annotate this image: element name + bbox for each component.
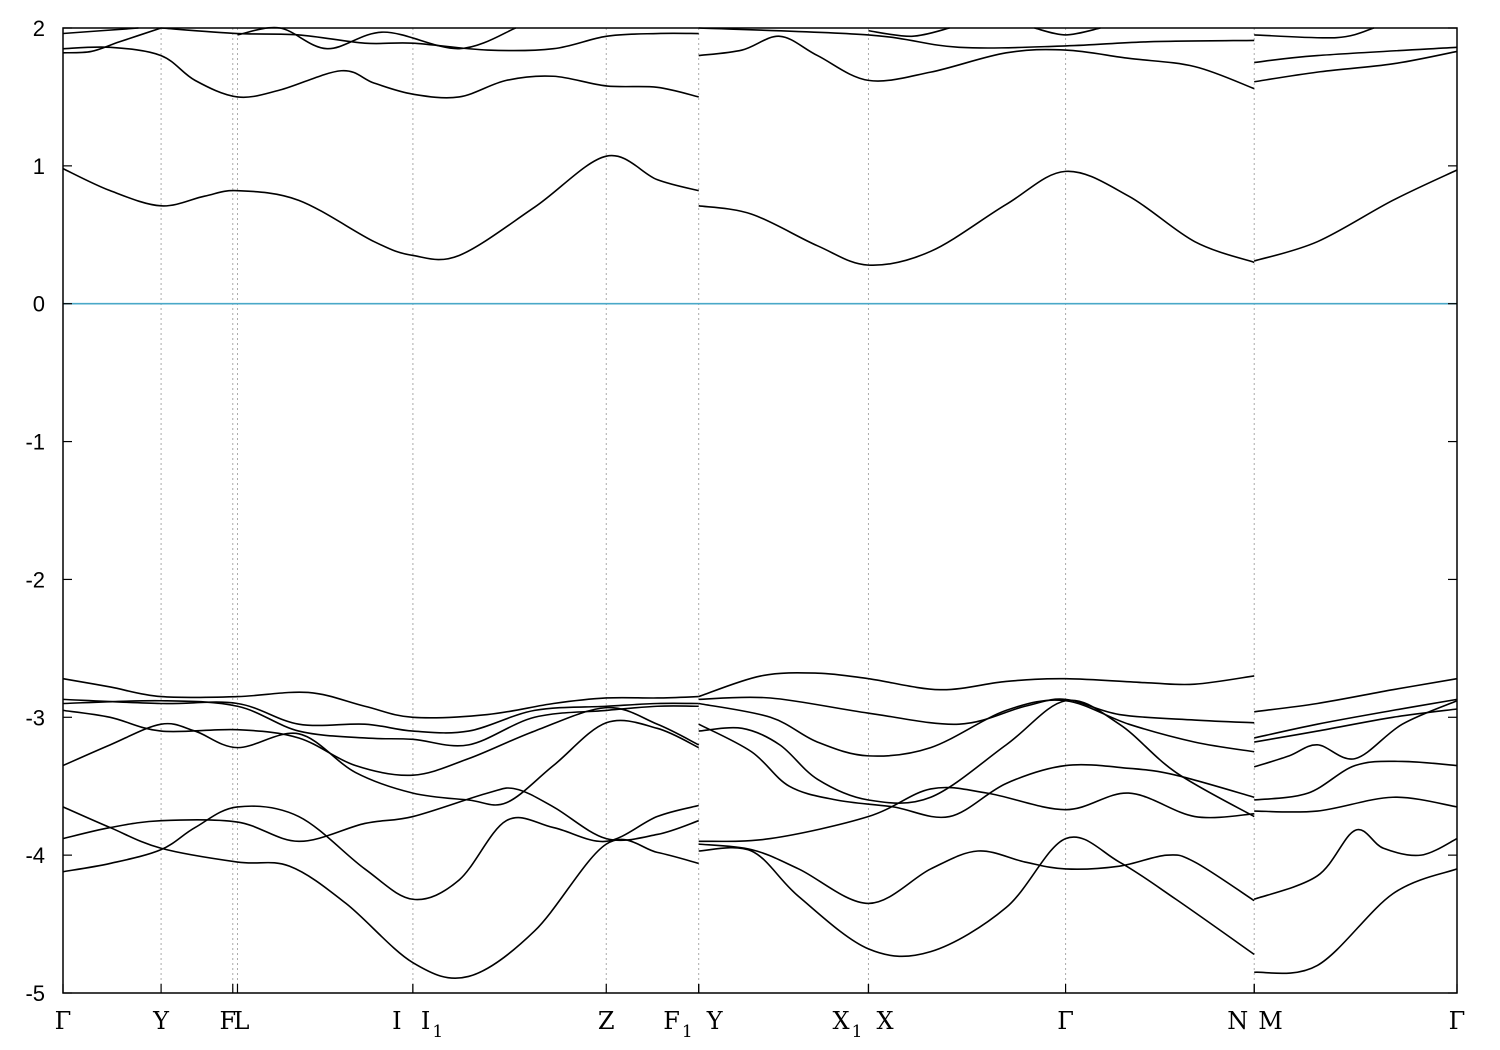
band-line-17 [698,672,1255,698]
band-line-3 [1253,169,1458,262]
band-line-27 [1253,700,1458,768]
kpoint-label: Y [706,1007,724,1035]
y-tick-label: 0 [33,292,45,317]
y-tick-label: -5 [25,981,45,1006]
band-line-37 [62,787,699,843]
band-line-15 [1254,27,1375,39]
y-tick-label: 1 [33,154,45,179]
kpoint-label: Y [152,1007,170,1035]
kpoint-label: Γ [1057,1007,1074,1035]
band-line-38 [698,786,1255,843]
kpoint-label: Z [598,1007,615,1035]
band-line-14 [1034,27,1101,36]
kpoint-label: Γ [1449,1007,1466,1035]
band-line-4 [62,46,699,99]
band-line-26 [698,699,1255,818]
band-line-28 [62,719,700,806]
kpoint-label: L [234,1007,250,1035]
band-line-20 [698,696,1255,726]
band-line-34 [62,804,699,901]
band-line-12 [237,26,517,50]
y-tick-label: -2 [25,567,45,592]
band-line-5 [698,35,1255,90]
band-line-1 [62,154,699,261]
band-line-25 [62,706,700,777]
band-line-9 [698,27,1255,49]
kpoint-label-subscript: 1 [852,1022,863,1042]
kpoint-label-subscript: 1 [432,1022,443,1042]
y-tick-label: -1 [25,430,45,455]
band-line-31 [62,806,699,980]
band-line-13 [868,27,950,38]
y-axis: 2 1 0 -1 -2 -3 -4 -5 [25,16,1457,1006]
band-line-35 [698,843,1255,905]
kpoint-label: Γ [55,1007,72,1035]
kpoint-label: M [1258,1007,1283,1035]
kpoint-label: F [219,1007,236,1035]
y-tick-label: -4 [25,843,45,868]
band-line-7 [62,27,162,54]
band-line-2 [698,170,1255,267]
band-line-16 [62,677,699,719]
band-line-32 [698,836,1255,958]
band-line-18 [1254,677,1458,713]
band-line-36 [1253,828,1458,901]
band-line-19 [62,698,699,734]
band-line-39 [1254,796,1458,813]
band-line-21 [1254,698,1458,739]
band-line-30 [1254,760,1458,801]
kpoint-label-subscript: 1 [682,1022,693,1042]
band-line-33 [1254,868,1458,975]
band-line-22 [62,699,699,747]
band-lines [62,26,1458,980]
kpoint-label: I [392,1007,401,1035]
band-line-29 [698,723,1255,819]
band-line-11 [62,27,139,35]
y-tick-label: -3 [25,705,45,730]
plot-frame [62,27,1458,994]
band-line-24 [1254,708,1458,743]
band-line-6 [1254,50,1458,83]
band-line-10 [1254,46,1458,64]
band-line-23 [698,699,1255,757]
kpoint-label: N [1227,1007,1248,1035]
band-line-8 [161,27,699,52]
kpoint-label: X [876,1007,893,1035]
y-tick-label: 2 [33,16,45,41]
kpoint-grid-lines [160,28,1255,993]
